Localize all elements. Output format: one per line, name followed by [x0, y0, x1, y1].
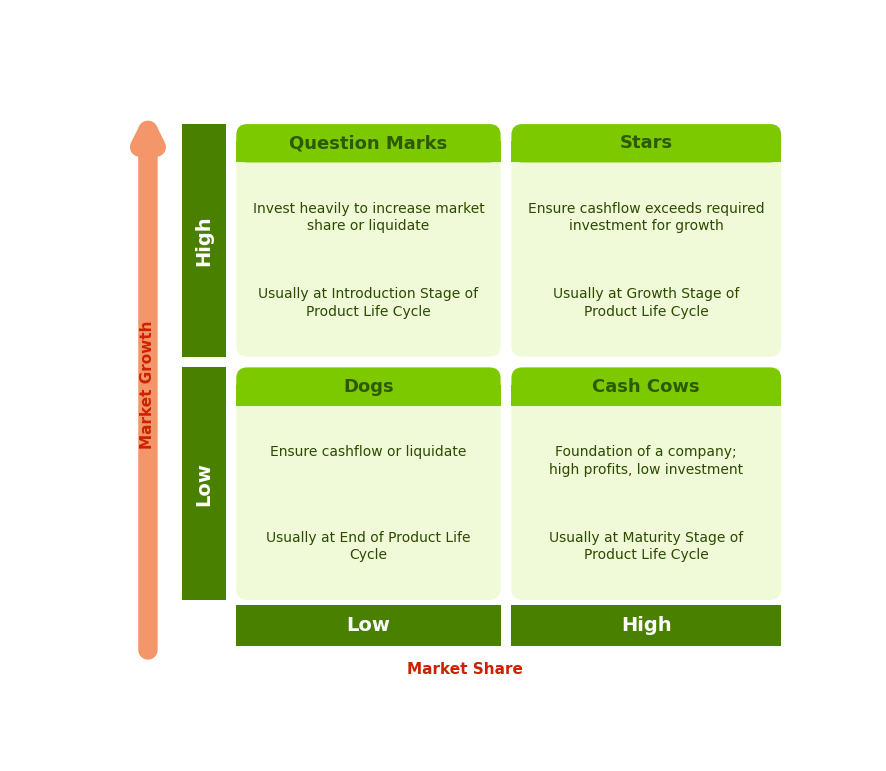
- Text: Market Share: Market Share: [407, 662, 523, 677]
- Text: Market Growth: Market Growth: [141, 321, 155, 449]
- Text: Ensure cashflow exceeds required: Ensure cashflow exceeds required: [528, 202, 765, 216]
- Text: Stars: Stars: [619, 134, 672, 153]
- Text: share or liquidate: share or liquidate: [307, 220, 430, 234]
- Text: Usually at Maturity Stage of: Usually at Maturity Stage of: [549, 530, 743, 545]
- Text: High: High: [195, 215, 214, 266]
- Text: Question Marks: Question Marks: [290, 134, 447, 153]
- Text: Ensure cashflow or liquidate: Ensure cashflow or liquidate: [270, 446, 467, 460]
- Text: Cycle: Cycle: [349, 548, 387, 562]
- Bar: [182, 368, 226, 600]
- Text: Usually at Introduction Stage of: Usually at Introduction Stage of: [259, 288, 478, 301]
- Bar: [511, 385, 781, 406]
- Text: high profits, low investment: high profits, low investment: [549, 463, 743, 476]
- Text: Foundation of a company;: Foundation of a company;: [556, 446, 737, 460]
- Bar: [511, 604, 781, 646]
- Text: Low: Low: [346, 616, 391, 635]
- Bar: [182, 124, 226, 357]
- Text: Product Life Cycle: Product Life Cycle: [306, 305, 431, 319]
- FancyBboxPatch shape: [237, 368, 501, 406]
- FancyBboxPatch shape: [511, 368, 781, 600]
- FancyBboxPatch shape: [237, 124, 501, 163]
- Bar: [511, 141, 781, 163]
- Bar: [237, 604, 501, 646]
- FancyBboxPatch shape: [237, 124, 501, 357]
- Bar: [237, 141, 501, 163]
- Text: Dogs: Dogs: [343, 378, 393, 396]
- Text: Low: Low: [195, 462, 214, 506]
- FancyBboxPatch shape: [511, 368, 781, 406]
- FancyBboxPatch shape: [237, 368, 501, 600]
- Text: Invest heavily to increase market: Invest heavily to increase market: [253, 202, 485, 216]
- Text: investment for growth: investment for growth: [569, 220, 724, 234]
- Text: High: High: [621, 616, 672, 635]
- Bar: [237, 385, 501, 406]
- FancyBboxPatch shape: [511, 124, 781, 357]
- Text: Product Life Cycle: Product Life Cycle: [584, 305, 709, 319]
- Text: Usually at Growth Stage of: Usually at Growth Stage of: [553, 288, 740, 301]
- Text: Cash Cows: Cash Cows: [593, 378, 700, 396]
- FancyBboxPatch shape: [511, 124, 781, 163]
- Text: Usually at End of Product Life: Usually at End of Product Life: [266, 530, 470, 545]
- Text: Product Life Cycle: Product Life Cycle: [584, 548, 709, 562]
